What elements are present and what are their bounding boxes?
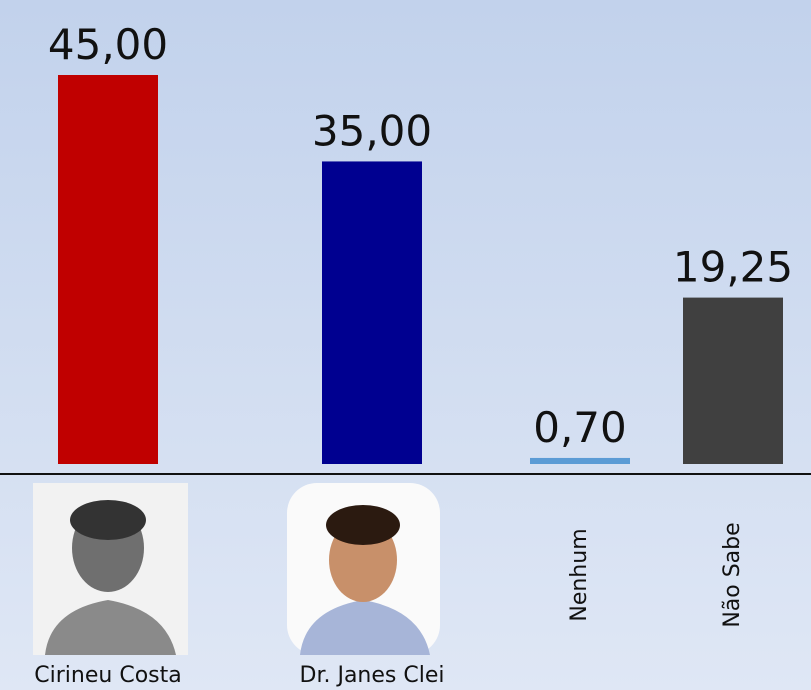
- chart: 45,00 Cirineu Costa 35,00 Dr. Janes Clei 0,7…: [0, 0, 811, 690]
- photo: [33, 483, 188, 655]
- value-label: 35,00: [312, 106, 432, 155]
- category-label: Cirineu Costa: [34, 663, 181, 688]
- value-label: 19,25: [673, 243, 793, 292]
- value-label: 0,70: [533, 403, 627, 452]
- category-label: Dr. Janes Clei: [300, 663, 445, 688]
- bar: [58, 75, 158, 464]
- value-label: 45,00: [48, 20, 168, 69]
- bar: [322, 161, 422, 464]
- category-label: Nenhum: [567, 528, 592, 621]
- page: 45,00 Cirineu Costa 35,00 Dr. Janes Clei 0,7…: [0, 0, 811, 690]
- bar: [530, 458, 630, 464]
- bar: [683, 298, 783, 464]
- photo: [287, 483, 440, 655]
- category-label: Não Sabe: [720, 522, 745, 627]
